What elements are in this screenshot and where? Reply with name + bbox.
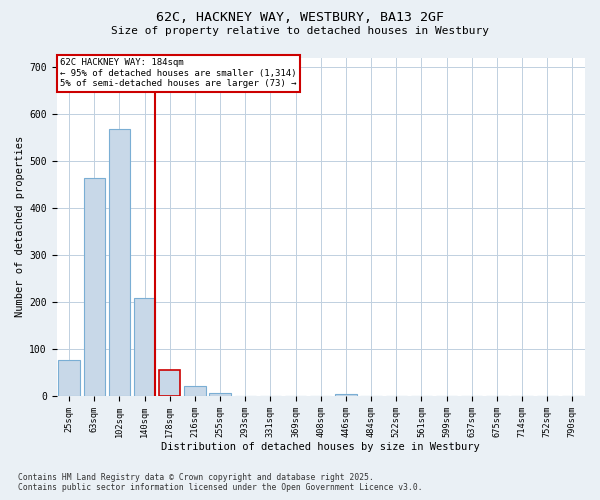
Bar bbox=[109, 130, 130, 396]
Bar bbox=[83, 178, 105, 396]
Bar bbox=[134, 298, 155, 396]
Bar bbox=[335, 394, 356, 396]
Text: Size of property relative to detached houses in Westbury: Size of property relative to detached ho… bbox=[111, 26, 489, 36]
Bar bbox=[58, 360, 80, 396]
Y-axis label: Number of detached properties: Number of detached properties bbox=[15, 136, 25, 317]
Bar bbox=[184, 386, 206, 396]
Bar bbox=[159, 370, 181, 396]
Bar bbox=[209, 394, 231, 396]
Text: 62C, HACKNEY WAY, WESTBURY, BA13 2GF: 62C, HACKNEY WAY, WESTBURY, BA13 2GF bbox=[156, 11, 444, 24]
Text: Contains HM Land Registry data © Crown copyright and database right 2025.
Contai: Contains HM Land Registry data © Crown c… bbox=[18, 473, 422, 492]
Text: 62C HACKNEY WAY: 184sqm
← 95% of detached houses are smaller (1,314)
5% of semi-: 62C HACKNEY WAY: 184sqm ← 95% of detache… bbox=[60, 58, 297, 88]
X-axis label: Distribution of detached houses by size in Westbury: Distribution of detached houses by size … bbox=[161, 442, 480, 452]
